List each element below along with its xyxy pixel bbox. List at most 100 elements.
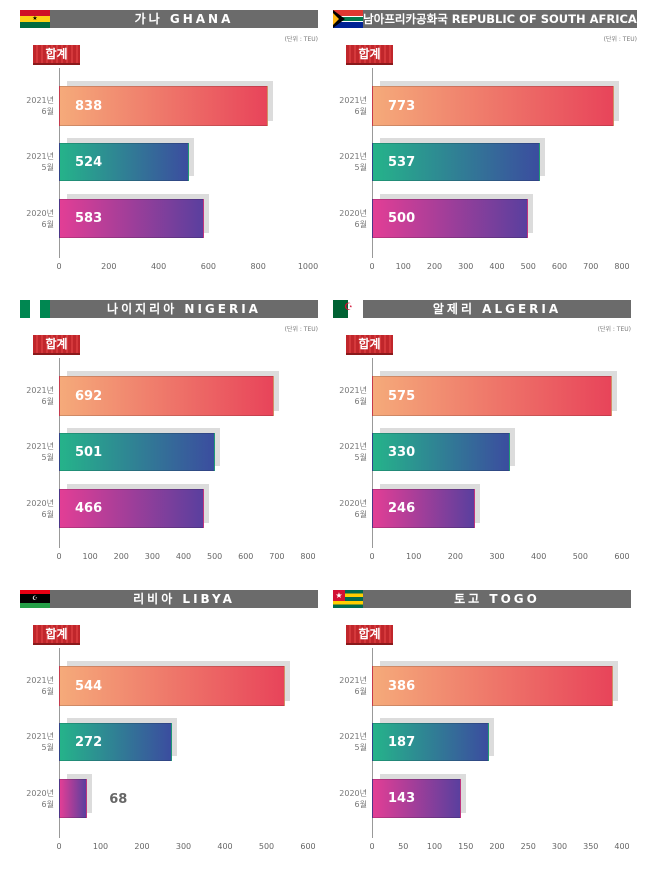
- category-label: 2021년 5월: [20, 441, 54, 463]
- total-badge: 합계: [346, 45, 393, 65]
- ghana-flag-icon: ★: [20, 10, 50, 28]
- category-label-line: 2020년: [26, 498, 54, 508]
- chart-title: 나이지리아 NIGERIA: [50, 300, 318, 318]
- x-tick-label: 0: [369, 842, 375, 851]
- x-tick-label: 0: [369, 552, 375, 561]
- bar: 838: [59, 86, 268, 126]
- category-label-line: 2021년: [26, 676, 54, 685]
- category-label: 2020년 6월: [20, 788, 54, 810]
- data-label: 524: [75, 154, 103, 170]
- category-label-line: 2021년: [26, 96, 54, 105]
- x-tick-label: 50: [398, 842, 409, 851]
- total-badge: 합계: [33, 335, 80, 355]
- category-label: 2020년 6월: [333, 788, 367, 810]
- total-badge: 합계: [346, 625, 393, 645]
- x-tick-label: 200: [134, 842, 150, 851]
- data-label: 838: [75, 98, 103, 114]
- x-tick-label: 200: [113, 552, 129, 561]
- category-label-line: 2021년: [26, 386, 54, 395]
- chart-title: 남아프리카공화국 REPUBLIC OF SOUTH AFRICA: [363, 10, 637, 28]
- category-label-line: 2021년: [26, 732, 54, 741]
- x-tick-label: 300: [489, 552, 505, 561]
- bar: 500: [372, 199, 529, 238]
- category-label: 2021년 5월: [333, 151, 367, 173]
- category-label: 2021년 6월: [333, 95, 367, 117]
- chart-panel: ★ 토고 TOGO 합계 386 2021년 6월 187 2021년 5월 143 2020년 6월…: [333, 580, 631, 870]
- data-label: 272: [75, 734, 103, 750]
- x-tick-label: 500: [206, 552, 223, 561]
- category-label: 2021년 5월: [333, 441, 367, 463]
- data-label: 68: [109, 791, 128, 807]
- category-label: 2021년 5월: [333, 731, 367, 753]
- x-tick-label: 800: [300, 552, 316, 561]
- category-label-line: 2021년: [26, 152, 54, 161]
- category-label-line: 5월: [41, 453, 54, 462]
- x-tick-label: 400: [614, 842, 630, 851]
- x-tick-label: 350: [583, 842, 599, 851]
- category-label-line: 6월: [41, 687, 54, 696]
- x-tick-label: 300: [175, 842, 192, 851]
- data-label: 466: [75, 501, 103, 516]
- x-tick-label: 100: [82, 552, 98, 561]
- data-label: 501: [75, 444, 103, 460]
- x-tick-label: 0: [56, 842, 62, 851]
- x-tick-label: 100: [395, 262, 411, 271]
- unit-label: (단위 : TEU): [597, 326, 631, 333]
- category-label-line: 5월: [354, 453, 367, 462]
- category-label: 2021년 6월: [20, 95, 54, 117]
- x-tick-label: 250: [520, 842, 536, 851]
- category-label-line: 5월: [41, 163, 54, 172]
- x-tick-label: 400: [531, 552, 547, 561]
- category-label-line: 2021년: [339, 676, 367, 685]
- x-tick-label: 200: [426, 262, 443, 271]
- total-badge: 합계: [346, 335, 393, 355]
- bar: 466: [59, 489, 205, 528]
- data-label: 143: [388, 791, 416, 806]
- bar: 501: [59, 433, 215, 471]
- bar: 246: [372, 489, 475, 528]
- category-label: 2020년 6월: [333, 498, 367, 520]
- unit-label: (단위 : TEU): [284, 326, 318, 333]
- bar: 773: [372, 86, 614, 126]
- chart-panel: 나이지리아 NIGERIA (단위 : TEU) 합계 692 2021년 6월 501 20…: [20, 290, 318, 580]
- x-tick-label: 300: [551, 842, 568, 851]
- x-tick-label: 500: [520, 262, 536, 271]
- category-label-line: 6월: [354, 107, 367, 116]
- category-label: 2021년 6월: [20, 675, 54, 697]
- data-label: 583: [75, 211, 103, 226]
- x-tick-label: 500: [572, 552, 588, 561]
- category-label-line: 2020년: [26, 208, 54, 218]
- category-label-line: 2020년: [339, 788, 367, 798]
- x-tick-label: 1000: [297, 262, 319, 271]
- category-label-line: 6월: [41, 397, 54, 406]
- category-label-line: 2021년: [339, 386, 367, 395]
- category-label-line: 5월: [41, 743, 54, 752]
- x-tick-label: 600: [614, 552, 630, 561]
- category-label-line: 6월: [41, 107, 54, 116]
- category-label: 2020년 6월: [333, 208, 367, 230]
- category-label-line: 6월: [41, 219, 54, 229]
- x-tick-label: 200: [447, 552, 463, 561]
- chart-panel: ☪ 리비아 LIBYA 합계 544 2021년 6월 272 2021년 5월 68 2020년 6…: [20, 580, 318, 870]
- category-label-line: 2021년: [339, 152, 367, 161]
- data-label: 575: [388, 388, 416, 404]
- bar: 524: [59, 143, 190, 181]
- category-label-line: 2021년: [339, 442, 367, 451]
- south-africa-flag-icon: [333, 10, 363, 28]
- data-label: 386: [388, 678, 416, 694]
- x-tick-label: 400: [175, 552, 192, 561]
- x-tick-label: 0: [56, 262, 62, 271]
- category-label-line: 5월: [354, 163, 367, 172]
- bar: 143: [372, 779, 462, 818]
- x-tick-label: 500: [258, 842, 275, 851]
- category-label-line: 2020년: [339, 498, 367, 508]
- x-tick-label: 400: [150, 262, 167, 271]
- unit-label: (단위 : TEU): [284, 36, 318, 43]
- category-label-line: 2021년: [26, 442, 54, 451]
- bar: 544: [59, 666, 285, 706]
- x-tick-label: 600: [551, 262, 568, 271]
- chart-title: 토고 TOGO: [363, 590, 631, 608]
- chart-title: 알제리 ALGERIA: [363, 300, 631, 318]
- category-label: 2021년 6월: [333, 675, 367, 697]
- category-label: 2020년 6월: [20, 208, 54, 230]
